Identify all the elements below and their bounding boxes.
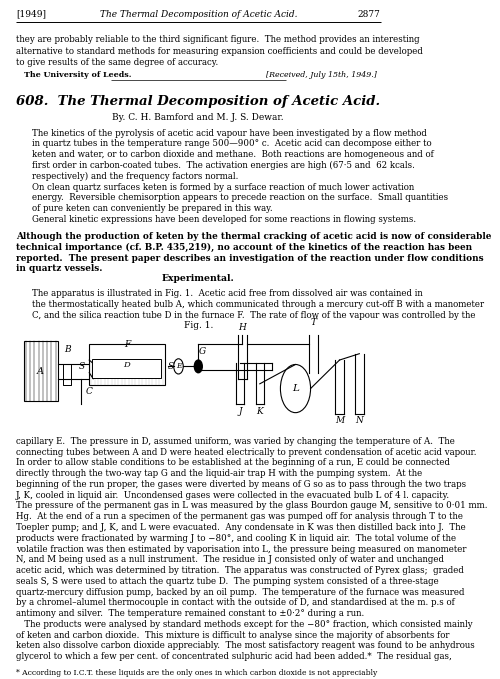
- Text: the thermostatically heated bulb A, which communicated through a mercury cut-off: the thermostatically heated bulb A, whic…: [32, 300, 484, 309]
- Text: K: K: [256, 407, 263, 416]
- Circle shape: [194, 360, 202, 373]
- Text: B: B: [64, 345, 70, 354]
- Text: J, K, cooled in liquid air.  Uncondensed gases were collected in the evacuated b: J, K, cooled in liquid air. Uncondensed …: [16, 491, 450, 500]
- Text: seals S, S were used to attach the quartz tube D.  The pumping system consisted : seals S, S were used to attach the quart…: [16, 577, 438, 586]
- Text: Experimental.: Experimental.: [162, 274, 234, 283]
- Text: * According to I.C.T. these liquids are the only ones in which carbon dioxide is: * According to I.C.T. these liquids are …: [16, 669, 377, 677]
- Text: S: S: [78, 362, 84, 371]
- Text: quartz-mercury diffusion pump, backed by an oil pump.  The temperature of the fu: quartz-mercury diffusion pump, backed by…: [16, 587, 464, 597]
- Text: to give results of the same degree of accuracy.: to give results of the same degree of ac…: [16, 58, 218, 67]
- Text: antimony and silver.  The temperature remained constant to ±0·2° during a run.: antimony and silver. The temperature rem…: [16, 609, 364, 618]
- Text: Toepler pump; and J, K, and L were evacuated.  Any condensate in K was then dist: Toepler pump; and J, K, and L were evacu…: [16, 523, 466, 532]
- Text: by a chromel–alumel thermocouple in contact with the outside of D, and standardi: by a chromel–alumel thermocouple in cont…: [16, 598, 454, 608]
- Text: technical importance (cf. B.P. 435,219), no account of the kinetics of the react: technical importance (cf. B.P. 435,219),…: [16, 243, 472, 252]
- Text: keten also dissolve carbon dioxide appreciably.  The most satisfactory reagent w: keten also dissolve carbon dioxide appre…: [16, 642, 474, 650]
- Text: in quartz tubes in the temperature range 500—900° c.  Acetic acid can decompose : in quartz tubes in the temperature range…: [32, 139, 432, 149]
- Text: directly through the two-way tap G and the liquid-air trap H with the pumping sy: directly through the two-way tap G and t…: [16, 469, 422, 478]
- Text: The products were analysed by standard methods except for the −80° fraction, whi: The products were analysed by standard m…: [16, 620, 472, 629]
- Text: N: N: [356, 416, 364, 426]
- Text: C: C: [86, 387, 92, 396]
- Text: M: M: [335, 416, 344, 426]
- Bar: [89, 344, 164, 386]
- Text: F: F: [124, 340, 130, 350]
- Text: of keten and carbon dioxide.  This mixture is difficult to analyse since the maj: of keten and carbon dioxide. This mixtur…: [16, 631, 450, 640]
- Text: Fig. 1.: Fig. 1.: [184, 320, 213, 330]
- Text: [1949]: [1949]: [16, 10, 46, 18]
- Text: glycerol to which a few per cent. of concentrated sulphuric acid had been added.: glycerol to which a few per cent. of con…: [16, 653, 452, 661]
- Text: T: T: [310, 318, 316, 327]
- Text: A: A: [37, 367, 44, 375]
- Text: G: G: [198, 347, 206, 356]
- Text: volatile fraction was then estimated by vaporisation into L, the pressure being : volatile fraction was then estimated by …: [16, 545, 466, 553]
- Text: energy.  Reversible chemisorption appears to precede reaction on the surface.  S: energy. Reversible chemisorption appears…: [32, 194, 448, 202]
- Text: N, and M being used as a null instrument.  The residue in J consisted only of wa: N, and M being used as a null instrument…: [16, 555, 444, 564]
- Text: connecting tubes between A and D were heated electrically to prevent condensatio: connecting tubes between A and D were he…: [16, 447, 476, 456]
- Text: C, and the silica reaction tube D in the furnace F.  The rate of flow of the vap: C, and the silica reaction tube D in the…: [32, 310, 475, 320]
- Text: General kinetic expressions have been developed for some reactions in flowing sy: General kinetic expressions have been de…: [32, 215, 416, 224]
- Text: beginning of the run proper, the gases were diverted by means of G so as to pass: beginning of the run proper, the gases w…: [16, 480, 466, 489]
- Text: Hg.  At the end of a run a specimen of the permanent gas was pumped off for anal: Hg. At the end of a run a specimen of th…: [16, 512, 463, 521]
- Text: of pure keten can conveniently be prepared in this way.: of pure keten can conveniently be prepar…: [32, 204, 272, 213]
- Bar: [92, 359, 162, 378]
- Text: S: S: [168, 362, 173, 371]
- Text: 2877: 2877: [358, 10, 381, 18]
- Text: The pressure of the permanent gas in L was measured by the glass Bourdon gauge M: The pressure of the permanent gas in L w…: [16, 501, 488, 511]
- Text: The kinetics of the pyrolysis of acetic acid vapour have been investigated by a : The kinetics of the pyrolysis of acetic …: [32, 129, 426, 138]
- Text: reported.  The present paper describes an investigation of the reaction under fl: reported. The present paper describes an…: [16, 253, 483, 263]
- Bar: [24, 341, 58, 401]
- Text: The Thermal Decomposition of Acetic Acid.: The Thermal Decomposition of Acetic Acid…: [100, 10, 297, 18]
- Text: respectively) and the frequency factors normal.: respectively) and the frequency factors …: [32, 172, 238, 181]
- Text: products were fractionated by warming J to −80°, and cooling K in liquid air.  T: products were fractionated by warming J …: [16, 534, 456, 543]
- Text: On clean quartz surfaces keten is formed by a surface reaction of much lower act: On clean quartz surfaces keten is formed…: [32, 183, 414, 191]
- Text: L: L: [292, 384, 299, 393]
- Text: they are probably reliable to the third significant figure.  The method provides: they are probably reliable to the third …: [16, 35, 419, 45]
- Text: By. C. H. Bamford and M. J. S. Dewar.: By. C. H. Bamford and M. J. S. Dewar.: [112, 113, 284, 122]
- Text: keten and water, or to carbon dioxide and methane.  Both reactions are homogeneo: keten and water, or to carbon dioxide an…: [32, 150, 434, 160]
- Text: [Received, July 15th, 1949.]: [Received, July 15th, 1949.]: [266, 71, 377, 79]
- Text: acetic acid, which was determined by titration.  The apparatus was constructed o: acetic acid, which was determined by tit…: [16, 566, 464, 575]
- Text: J: J: [238, 407, 242, 416]
- Text: in quartz vessels.: in quartz vessels.: [16, 264, 102, 274]
- Text: capillary E.  The pressure in D, assumed uniform, was varied by changing the tem: capillary E. The pressure in D, assumed …: [16, 437, 454, 445]
- Text: alternative to standard methods for measuring expansion coefficients and could b: alternative to standard methods for meas…: [16, 47, 422, 56]
- Text: In order to allow stable conditions to be established at the beginning of a run,: In order to allow stable conditions to b…: [16, 458, 450, 467]
- Text: Although the production of keten by the thermal cracking of acetic acid is now o: Although the production of keten by the …: [16, 232, 491, 241]
- Text: The University of Leeds.: The University of Leeds.: [24, 71, 132, 79]
- Text: E: E: [176, 363, 182, 370]
- Text: H: H: [238, 323, 246, 331]
- Text: 608.  The Thermal Decomposition of Acetic Acid.: 608. The Thermal Decomposition of Acetic…: [16, 95, 380, 108]
- Text: D: D: [124, 361, 130, 369]
- Text: first order in carbon-coated tubes.  The activation energies are high (67·5 and : first order in carbon-coated tubes. The …: [32, 161, 414, 170]
- Text: The apparatus is illustrated in Fig. 1.  Acetic acid free from dissolved air was: The apparatus is illustrated in Fig. 1. …: [32, 289, 422, 298]
